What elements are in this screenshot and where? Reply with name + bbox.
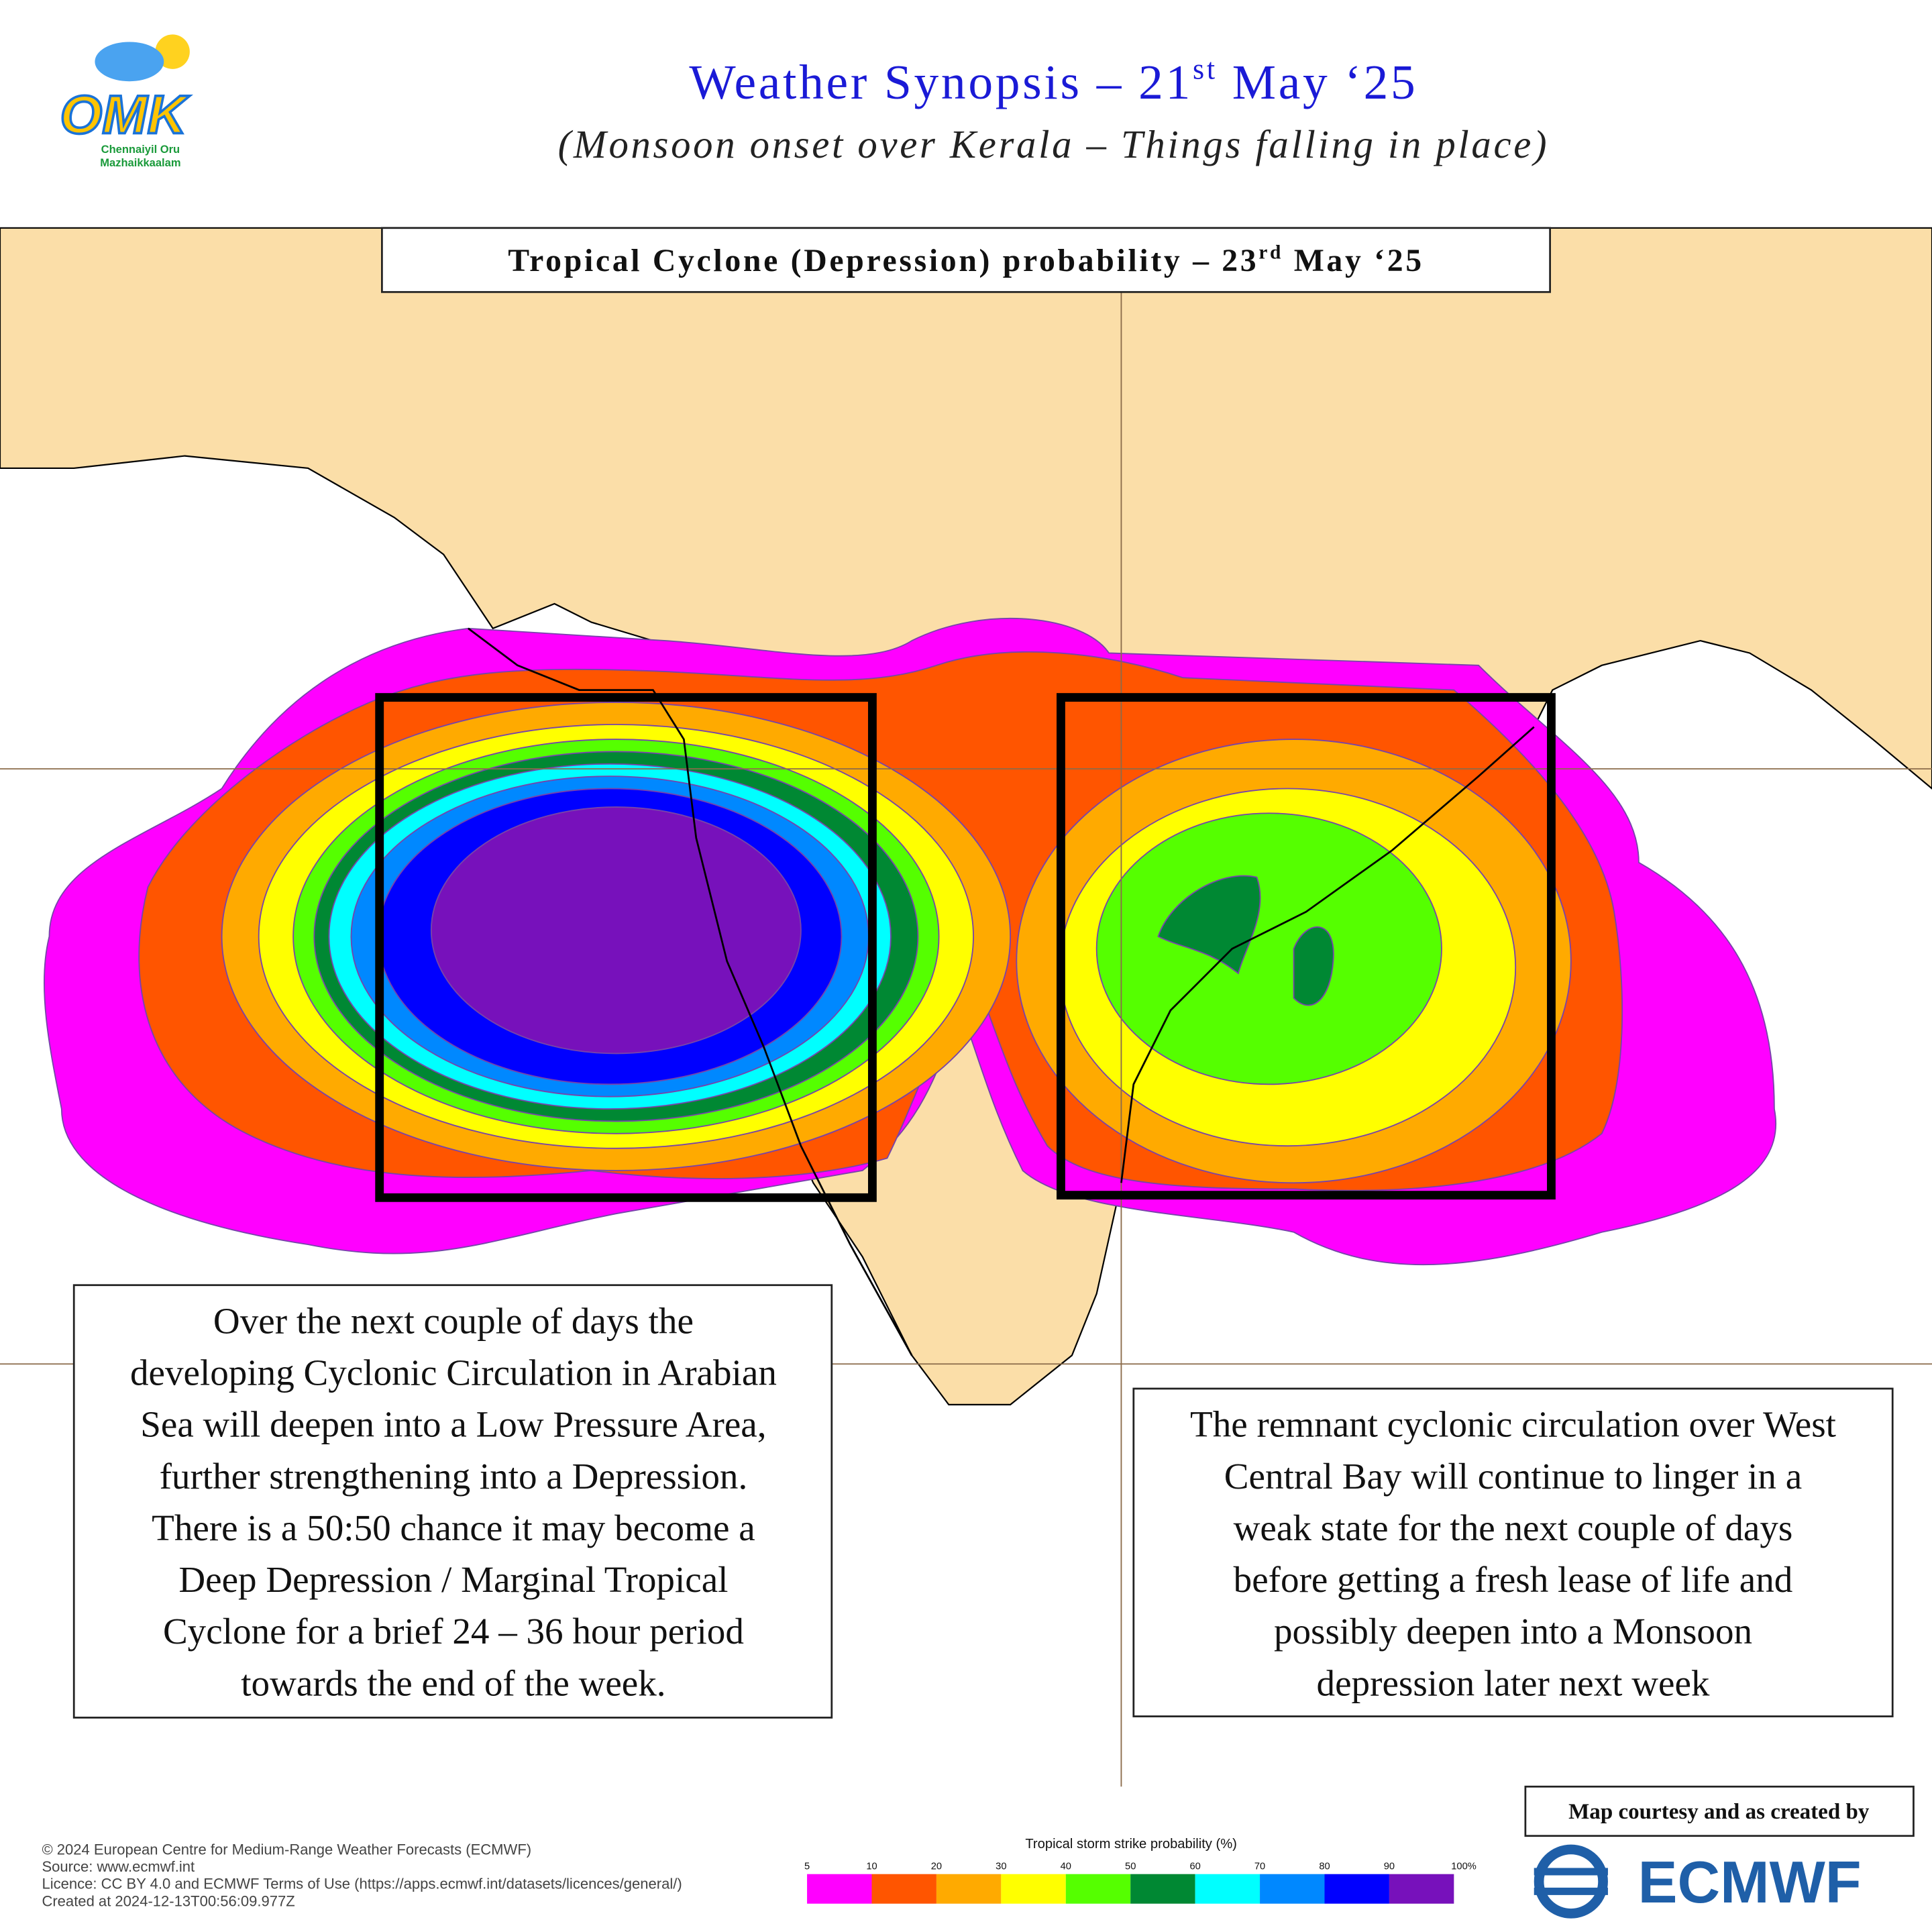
title-sup: st xyxy=(1193,53,1218,86)
legend-swatch xyxy=(1324,1874,1389,1904)
note-line: developing Cyclonic Circulation in Arabi… xyxy=(130,1352,777,1393)
note-box xyxy=(72,1284,833,1719)
map-label-box xyxy=(381,227,1551,293)
logo-sun xyxy=(155,34,190,69)
legend-tick-label: 40 xyxy=(1061,1861,1071,1872)
footer-line: © 2024 European Centre for Medium-Range … xyxy=(42,1841,531,1858)
legend-swatch xyxy=(1065,1874,1131,1904)
legend-swatch xyxy=(871,1874,936,1904)
note-line: before getting a fresh lease of life and xyxy=(1234,1559,1793,1600)
note-line: There is a 50:50 chance it may become a xyxy=(152,1507,755,1548)
note: The remnant cyclonic circulation over We… xyxy=(1190,1404,1836,1704)
logo: OMK Chennaiyil Oru Mazhaikkaalam xyxy=(58,22,191,193)
legend-swatch xyxy=(1130,1874,1195,1904)
ecmwf-emblem xyxy=(1534,1868,1608,1876)
title: Weather Synopsis – 21st May ‘25 xyxy=(689,53,1417,109)
focus-box xyxy=(375,693,877,1202)
coastline xyxy=(468,627,913,1356)
legend-tick-label: 70 xyxy=(1254,1861,1265,1872)
note-line: weak state for the next couple of days xyxy=(1234,1507,1793,1548)
legend-swatch xyxy=(1195,1874,1260,1904)
probability-band xyxy=(1293,926,1334,1006)
legend-tick-label: 80 xyxy=(1319,1861,1330,1872)
logo-text: Mazhaikkaalam xyxy=(100,156,180,169)
legend-tick-label: 30 xyxy=(996,1861,1006,1872)
note-line: Central Bay will continue to linger in a xyxy=(1224,1456,1802,1497)
coastline xyxy=(1120,726,1535,1183)
ecmwf-emblem xyxy=(1534,1844,1608,1919)
note-line: towards the end of the week. xyxy=(241,1662,665,1703)
legend-tick-label: 100% xyxy=(1451,1861,1477,1872)
map-label-sup: rd xyxy=(1258,242,1283,264)
note-line: Deep Depression / Marginal Tropical xyxy=(178,1559,728,1600)
probability-field xyxy=(43,617,1777,1266)
credit-box xyxy=(1524,1785,1915,1837)
legend-tick-label: 60 xyxy=(1189,1861,1200,1872)
note-line: Sea will deepen into a Low Pressure Area… xyxy=(140,1404,766,1445)
logo-cloud xyxy=(95,42,164,82)
legend-tick-label: 10 xyxy=(866,1861,877,1872)
probability-band xyxy=(1095,812,1442,1085)
legend-swatch xyxy=(1001,1874,1066,1904)
note-line: further strengthening into a Depression. xyxy=(160,1456,748,1497)
probability-band xyxy=(430,806,802,1055)
credit-text: Map courtesy and as created by xyxy=(1568,1800,1870,1824)
note-line: possibly deepen into a Monsoon xyxy=(1274,1611,1752,1652)
footer: © 2024 European Centre for Medium-Range … xyxy=(42,1841,682,1909)
note-line: The remnant cyclonic circulation over We… xyxy=(1190,1404,1836,1445)
map-label-text: May ‘25 xyxy=(1283,243,1424,278)
logo-mark: OMK xyxy=(60,85,190,145)
note-line: depression later next week xyxy=(1317,1662,1710,1703)
legend-tick-label: 90 xyxy=(1384,1861,1395,1872)
probability-band xyxy=(1157,875,1261,975)
legend-title: Tropical storm strike probability (%) xyxy=(1025,1837,1237,1851)
ecmwf-emblem xyxy=(1534,1887,1608,1895)
focus-box xyxy=(1057,693,1556,1200)
title-text: Weather Synopsis – 21 xyxy=(689,55,1193,109)
map xyxy=(0,227,1932,1787)
subtitle: (Monsoon onset over Kerala – Things fall… xyxy=(558,123,1550,166)
legend-swatch xyxy=(807,1874,872,1904)
footer-line: Created at 2024-12-13T00:56:09.977Z xyxy=(42,1892,294,1909)
legend-swatch xyxy=(1389,1874,1454,1904)
note-box xyxy=(1132,1387,1894,1717)
legend-tick-label: 20 xyxy=(931,1861,942,1872)
legend-swatch xyxy=(936,1874,1002,1904)
legend-tick-label: 5 xyxy=(804,1861,810,1872)
map-label: Tropical Cyclone (Depression) probabilit… xyxy=(508,242,1424,278)
footer-line: Licence: CC BY 4.0 and ECMWF Terms of Us… xyxy=(42,1876,682,1892)
map-label-text: Tropical Cyclone (Depression) probabilit… xyxy=(508,243,1258,278)
legend-swatch xyxy=(1260,1874,1325,1904)
legend-tick-label: 50 xyxy=(1125,1861,1136,1872)
note-line: Over the next couple of days the xyxy=(213,1300,694,1341)
note-line: Cyclone for a brief 24 – 36 hour period xyxy=(163,1611,744,1652)
note: Over the next couple of days the developi… xyxy=(130,1300,777,1703)
legend: 5 10 20 30 40 50 60 70 80 90 100% xyxy=(804,1861,1477,1904)
title-text: May ‘25 xyxy=(1218,55,1418,109)
logo-text: Chennaiyil Oru xyxy=(101,143,180,156)
ecmwf-brand: ECMWF xyxy=(1638,1849,1862,1915)
footer-line: Source: www.ecmwf.int xyxy=(42,1858,195,1875)
ecmwf-logo: ECMWF xyxy=(1534,1844,1862,1919)
